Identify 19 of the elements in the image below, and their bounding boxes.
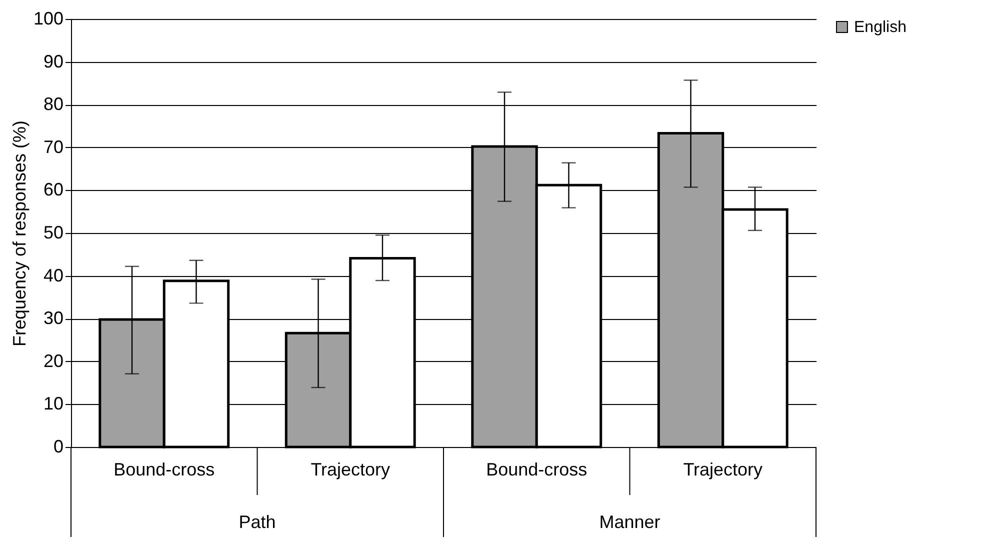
text: Manner <box>599 512 660 532</box>
x-tick-label: Bound-cross <box>114 460 215 480</box>
y-axis-title: Frequency of responses (%) <box>9 120 30 347</box>
legend-label: English <box>854 19 906 36</box>
y-tick-label: 60 <box>43 180 64 200</box>
y-tick-label: 70 <box>43 136 64 157</box>
y-tick-label: 100 <box>33 8 64 28</box>
text: Path <box>238 512 276 532</box>
y-tick-label: 30 <box>43 308 64 328</box>
y-tick-label: 20 <box>43 350 64 371</box>
y-tick-label: 0 <box>53 436 64 456</box>
y-tick-label: 90 <box>43 51 64 72</box>
y-tick-label: 40 <box>43 265 64 286</box>
x-tick-label: Bound-cross <box>486 460 588 480</box>
x-tick-label: Trajectory <box>310 460 390 480</box>
x-tick-label: Trajectory <box>683 460 763 480</box>
y-tick-label: 10 <box>43 394 64 414</box>
y-tick-label: 80 <box>43 94 64 114</box>
y-tick-label: 50 <box>43 222 64 242</box>
